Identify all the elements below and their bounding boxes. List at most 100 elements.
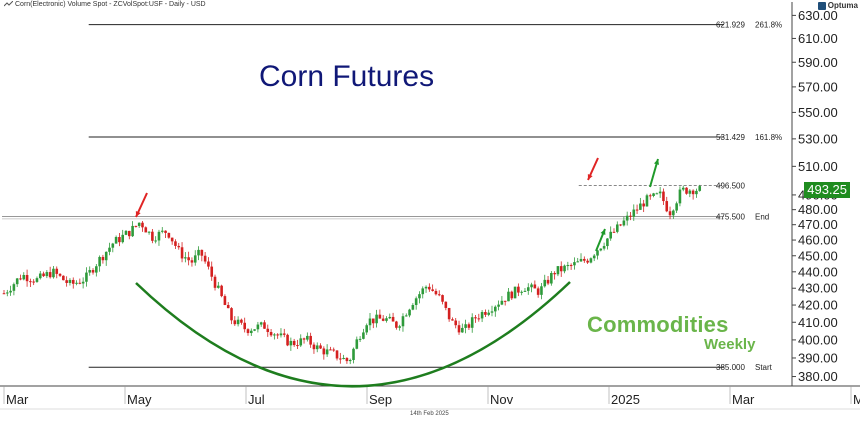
level-value-label: 385.000 <box>716 363 745 372</box>
rounding-bottom-arc <box>135 281 571 388</box>
candle-body <box>500 300 504 305</box>
candle-body <box>114 237 118 244</box>
candle-body <box>348 359 352 362</box>
candle-body <box>411 304 415 310</box>
candle-body <box>418 294 421 299</box>
candle-body <box>151 231 154 241</box>
candle-body <box>164 230 167 233</box>
candle-body <box>592 255 596 259</box>
instrument-description: Corn(Electronic) Volume Spot - ZCVolSpot… <box>15 1 206 8</box>
candle-body <box>19 278 22 280</box>
candle-body <box>444 301 448 308</box>
candle-body <box>365 325 368 333</box>
candle-body <box>322 348 326 355</box>
green-arrow-icon <box>595 228 606 252</box>
candle-body <box>625 215 629 221</box>
level-tag-label: 261.8% <box>755 21 782 30</box>
candle-body <box>88 270 92 273</box>
candle-body <box>576 261 580 263</box>
candle-body <box>645 195 649 207</box>
candle-body <box>236 319 240 325</box>
chart-header: Corn(Electronic) Volume Spot - ZCVolSpot… <box>3 0 206 8</box>
candle-body <box>632 209 636 217</box>
candle-body <box>339 358 342 360</box>
candle-body <box>477 318 481 320</box>
candle-body <box>589 258 593 263</box>
candle-body <box>190 260 194 263</box>
candle-body <box>58 273 62 276</box>
candle-body <box>210 266 214 277</box>
candle-body <box>121 234 125 243</box>
candle-body <box>220 285 223 297</box>
candle-body <box>246 329 250 334</box>
x-tick-label: Jul <box>248 392 265 407</box>
green-arrow-icon <box>649 158 660 188</box>
candle-body <box>358 338 362 340</box>
candle-body <box>381 318 385 321</box>
candle-body <box>315 345 319 350</box>
candle-body <box>266 328 270 333</box>
chart-type-icon <box>3 0 14 7</box>
watermark-commodities: Commodities <box>587 312 729 337</box>
y-tick-label: 610.00 <box>798 31 838 46</box>
candle-body <box>474 317 477 319</box>
candle-body <box>487 312 490 315</box>
y-tick-label: 400.00 <box>798 332 838 347</box>
candle-body <box>302 338 306 340</box>
candle-body <box>447 307 451 320</box>
x-tick-label: May <box>127 392 152 407</box>
brand: Optuma <box>817 1 858 10</box>
candle-body <box>662 191 665 202</box>
current-price-tag: 493.25 <box>804 182 850 199</box>
red-arrow-icon <box>135 192 148 218</box>
candle-body <box>583 258 586 261</box>
candle-body <box>325 349 329 355</box>
candle-body <box>131 225 134 237</box>
candle-body <box>71 279 75 284</box>
candle-body <box>530 284 533 288</box>
candle-body <box>22 274 26 280</box>
candle-body <box>362 332 365 339</box>
candle-body <box>553 272 556 275</box>
candle-body <box>184 257 187 259</box>
candle-body <box>612 231 616 233</box>
red-arrow-icon <box>587 157 599 181</box>
candle-body <box>421 288 425 295</box>
candle-body <box>658 191 662 194</box>
candle-body <box>540 286 543 295</box>
candle-body <box>569 265 573 267</box>
candle-body <box>62 275 65 281</box>
y-tick-label: 380.00 <box>798 369 838 384</box>
candle-body <box>108 247 111 252</box>
candle-body <box>639 203 642 210</box>
y-tick-label: 430.00 <box>798 281 838 296</box>
level-value-label: 496.500 <box>716 182 745 191</box>
y-tick-label: 550.00 <box>798 105 838 120</box>
candle-body <box>319 345 322 349</box>
candle-body <box>55 268 59 274</box>
candle-body <box>38 273 42 279</box>
candle-body <box>85 272 88 282</box>
candle-body <box>550 272 553 284</box>
candle-body <box>207 261 210 267</box>
candle-body <box>42 273 45 277</box>
candle-body <box>144 227 148 233</box>
candle-body <box>249 330 253 334</box>
candle-body <box>259 322 263 325</box>
candle-body <box>273 334 276 336</box>
candle-body <box>523 290 527 292</box>
candle-body <box>451 319 454 321</box>
candle-body <box>395 321 398 328</box>
y-tick-label: 460.00 <box>798 233 838 248</box>
y-tick-label: 420.00 <box>798 298 838 313</box>
candle-body <box>256 324 260 330</box>
candle-body <box>91 270 95 273</box>
candle-body <box>507 291 510 302</box>
y-tick-label: 630.00 <box>798 8 838 23</box>
candle-body <box>352 348 355 360</box>
candle-body <box>691 190 695 195</box>
candle-body <box>329 349 332 351</box>
candle-body <box>579 258 583 262</box>
candle-body <box>342 357 345 360</box>
candle-body <box>253 329 256 331</box>
